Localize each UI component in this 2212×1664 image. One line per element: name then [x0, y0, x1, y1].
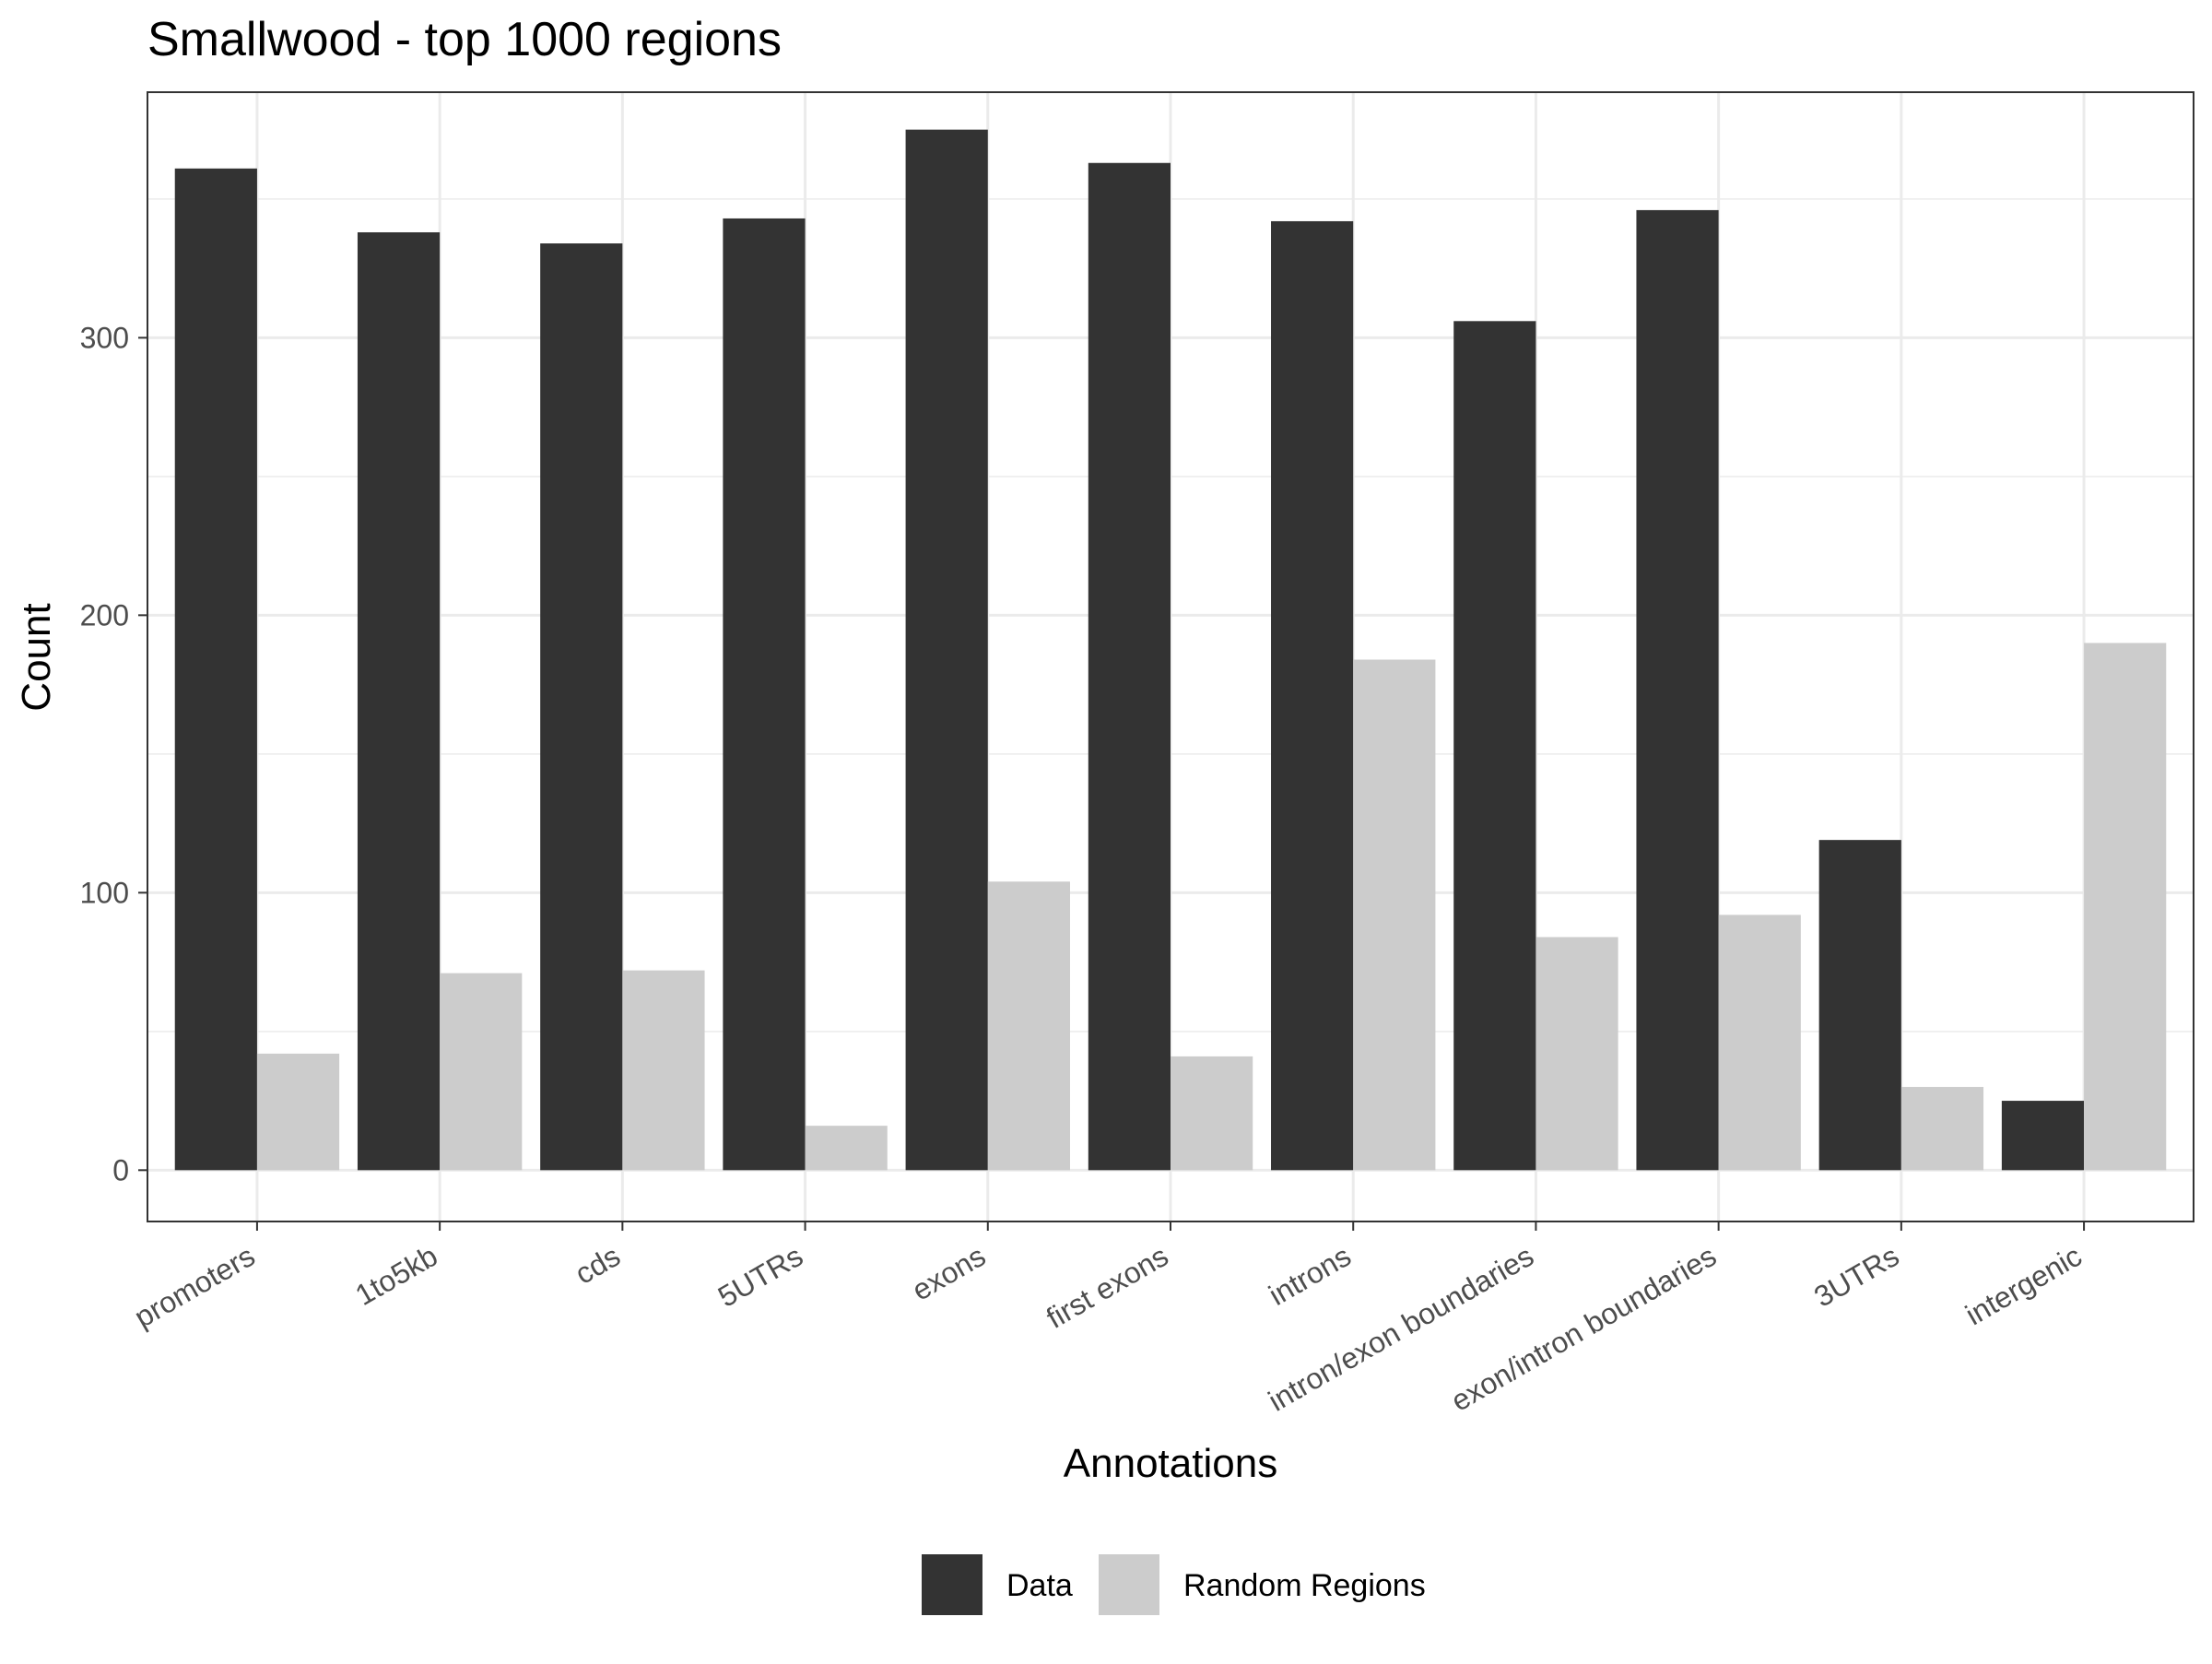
- bar-random-regions: [1353, 659, 1436, 1171]
- bar-random-regions: [805, 1126, 888, 1171]
- bars: [174, 129, 2167, 1171]
- x-tick-label: promoters: [129, 1239, 261, 1334]
- bar-random-regions: [1718, 915, 1801, 1171]
- x-tick-label: 3UTRs: [1808, 1239, 1904, 1314]
- y-axis: 0 100 200 300: [80, 321, 147, 1186]
- y-tick-label: 100: [80, 876, 129, 909]
- bar-data: [1088, 162, 1171, 1171]
- bar-random-regions: [2084, 643, 2167, 1171]
- x-tick-label: cds: [570, 1239, 626, 1291]
- x-axis-title: Annotations: [1064, 1441, 1277, 1486]
- bar-data: [905, 129, 988, 1171]
- x-tick-label: introns: [1264, 1239, 1357, 1312]
- x-tick-label: intergenic: [1959, 1239, 2087, 1332]
- bar-random-regions: [256, 1053, 340, 1171]
- bar-random-regions: [1171, 1056, 1253, 1171]
- x-tick-label: 5UTRs: [712, 1239, 808, 1314]
- bar-random-regions: [1535, 937, 1618, 1171]
- bar-data: [2001, 1101, 2085, 1171]
- bar-data: [174, 168, 257, 1171]
- bar-random-regions: [440, 973, 523, 1171]
- chart-title: Smallwood - top 1000 regions: [147, 13, 782, 66]
- x-tick-label: 1to5kb: [349, 1239, 442, 1312]
- legend: Data Random Regions: [922, 1554, 1426, 1615]
- x-tick-label: exons: [906, 1239, 991, 1307]
- bar-random-regions: [987, 881, 1070, 1171]
- legend-key-data: [922, 1554, 982, 1615]
- legend-key-random-regions: [1099, 1554, 1159, 1615]
- bar-data: [357, 231, 441, 1171]
- bar-random-regions: [1900, 1087, 1984, 1171]
- bar-data: [1818, 840, 1901, 1171]
- bar-data: [1453, 321, 1536, 1171]
- legend-label: Data: [1006, 1568, 1073, 1603]
- bar-data: [1271, 220, 1354, 1171]
- y-axis-title: Count: [14, 603, 59, 711]
- y-tick-label: 300: [80, 321, 129, 354]
- bar-data: [1636, 209, 1719, 1171]
- x-axis: promoters 1to5kb cds 5UTRs exons first exons i…: [129, 1221, 2088, 1418]
- y-tick-label: 200: [80, 598, 129, 631]
- bar-data: [540, 243, 623, 1171]
- legend-label: Random Regions: [1183, 1568, 1426, 1603]
- bar-random-regions: [622, 970, 705, 1171]
- bar-data: [723, 218, 806, 1171]
- y-tick-label: 0: [112, 1153, 129, 1186]
- x-tick-label: first exons: [1041, 1239, 1173, 1335]
